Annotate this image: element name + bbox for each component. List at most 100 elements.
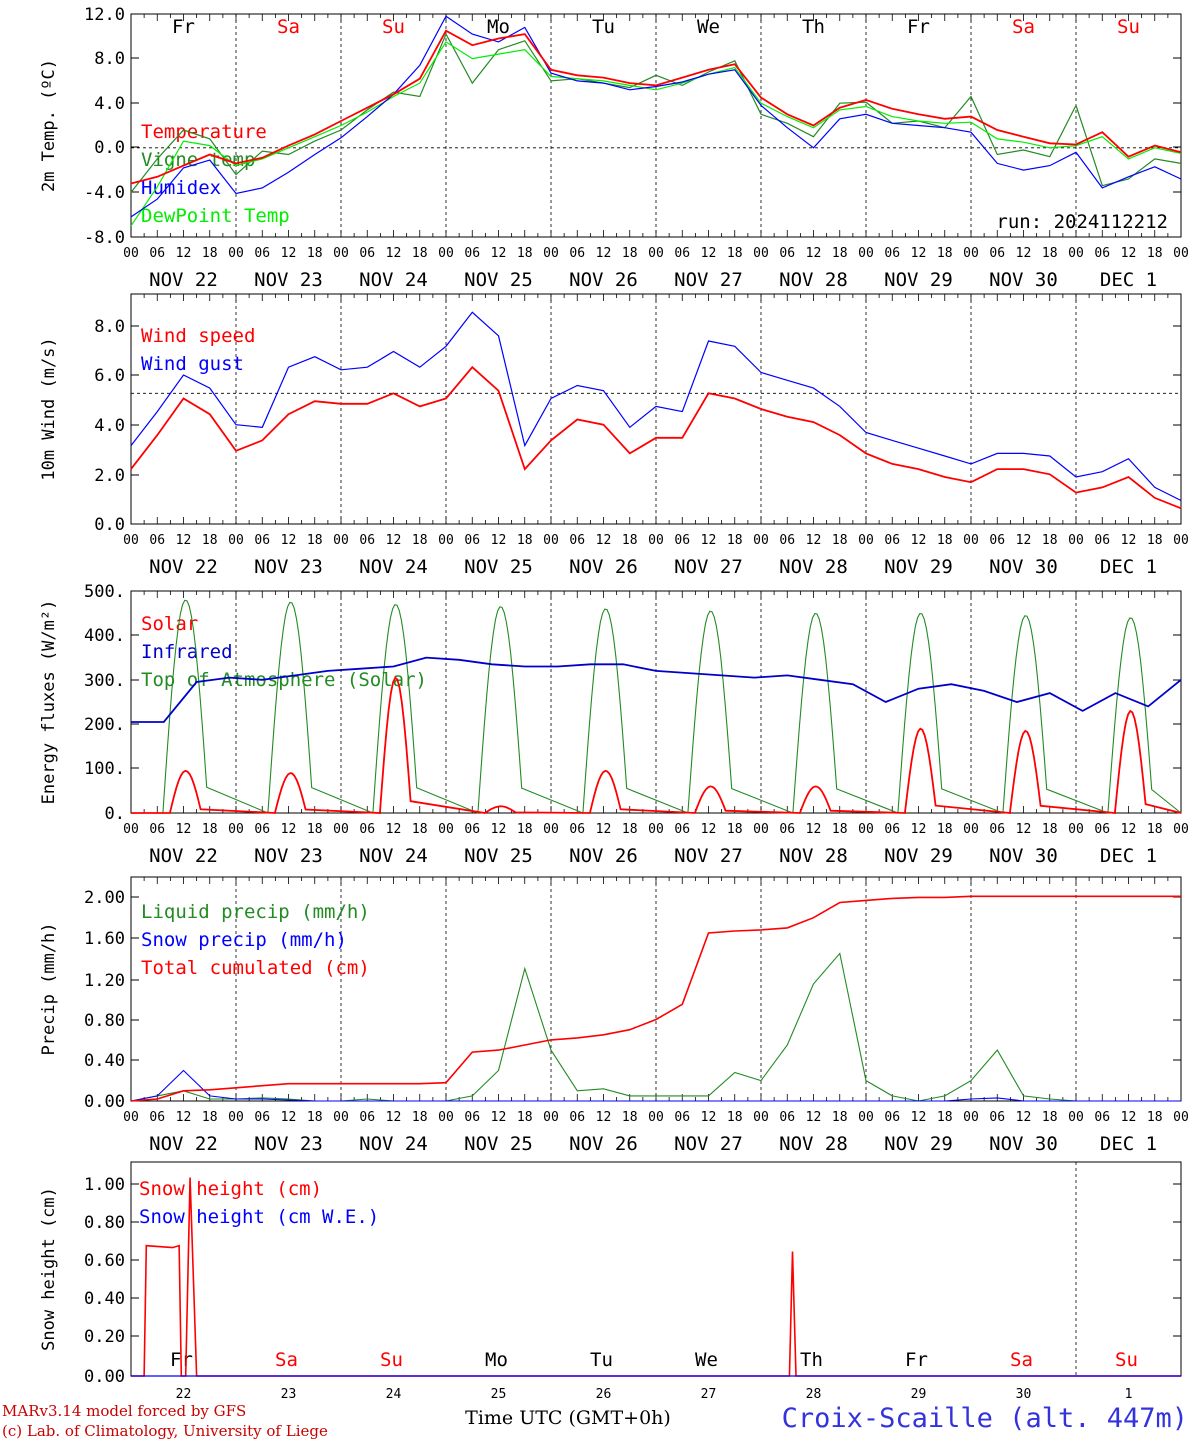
x-tick-label: 06 — [464, 533, 480, 548]
x-tick-label: 18 — [517, 822, 533, 837]
x-tick-label: 00 — [963, 533, 979, 548]
x-tick-label: 12 — [911, 533, 927, 548]
weekday-label: Tu — [592, 16, 615, 38]
x-tick-label: 06 — [359, 1110, 375, 1125]
y-tick-label: 0.80 — [84, 1011, 125, 1031]
x-tick-label: 00 — [1173, 246, 1189, 261]
x-tick-label: 12 — [806, 533, 822, 548]
x-tick-label: 06 — [149, 822, 165, 837]
x-tick-label: 00 — [963, 1110, 979, 1125]
x-tick-label: 18 — [412, 822, 428, 837]
panel-2: 0.0 2.0 4.0 6.0 8.0 10m Wind (m/s) 00 06 12 18 NOV… — [39, 293, 1189, 578]
x-tick-label: 00 — [963, 822, 979, 837]
x-tick-label: 06 — [674, 1110, 690, 1125]
legend-entry: Snow height (cm) — [139, 1178, 322, 1200]
y-tick-label: 6.0 — [94, 366, 125, 386]
x-axis-label: Time UTC (GMT+0h) — [465, 1407, 671, 1429]
weekday-label: Sa — [1010, 1349, 1033, 1371]
x-tick-label: 12 — [1016, 246, 1032, 261]
x-tick-label: 12 — [386, 1110, 402, 1125]
x-tick-label: 06 — [149, 533, 165, 548]
y-tick-label: 500. — [84, 582, 125, 602]
x-date-label: DEC 1 — [1100, 1133, 1157, 1155]
x-date-label: DEC 1 — [1100, 556, 1157, 578]
day-number-label: 27 — [701, 1387, 717, 1402]
weekday-label: Su — [1115, 1349, 1138, 1371]
x-tick-label: 18 — [307, 1110, 323, 1125]
x-tick-label: 00 — [228, 533, 244, 548]
x-date-label: NOV 22 — [149, 1133, 218, 1155]
x-date-label: NOV 30 — [989, 556, 1058, 578]
x-tick-label: 06 — [359, 533, 375, 548]
x-tick-label: 18 — [937, 533, 953, 548]
x-tick-label: 18 — [727, 822, 743, 837]
x-tick-label: 00 — [1068, 533, 1084, 548]
x-tick-label: 00 — [858, 822, 874, 837]
day-number-label: 23 — [281, 1387, 297, 1402]
x-tick-label: 06 — [989, 822, 1005, 837]
x-tick-label: 00 — [438, 533, 454, 548]
x-tick-label: 06 — [464, 246, 480, 261]
y-tick-label: 400. — [84, 626, 125, 646]
weekday-label: Fr — [907, 16, 930, 38]
legend-entry: Snow height (cm W.E.) — [139, 1206, 379, 1228]
y-axis-label: 2m Temp. (ºC) — [39, 59, 59, 192]
x-tick-label: 12 — [176, 533, 192, 548]
x-date-label: NOV 30 — [989, 269, 1058, 291]
x-tick-label: 18 — [727, 533, 743, 548]
weekday-label: Th — [802, 16, 825, 38]
legend-entry: Snow precip (mm/h) — [141, 929, 347, 951]
x-tick-label: 18 — [307, 533, 323, 548]
x-tick-label: 18 — [622, 533, 638, 548]
x-date-label: NOV 25 — [464, 269, 533, 291]
day-number-label: 1 — [1125, 1387, 1133, 1402]
x-tick-label: 18 — [202, 1110, 218, 1125]
x-tick-label: 12 — [806, 822, 822, 837]
x-tick-label: 18 — [622, 246, 638, 261]
x-tick-label: 12 — [386, 533, 402, 548]
x-tick-label: 06 — [884, 246, 900, 261]
x-tick-label: 18 — [937, 822, 953, 837]
x-tick-label: 06 — [254, 1110, 270, 1125]
x-tick-label: 00 — [1173, 822, 1189, 837]
x-tick-label: 12 — [386, 246, 402, 261]
series-total-cumulated — [130, 895, 1181, 1102]
x-tick-label: 00 — [648, 246, 664, 261]
x-tick-label: 00 — [333, 1110, 349, 1125]
x-tick-label: 00 — [543, 822, 559, 837]
x-tick-label: 06 — [989, 533, 1005, 548]
series-humidex — [130, 15, 1182, 218]
x-date-label: NOV 24 — [359, 845, 428, 867]
panel-4: 0.00 0.40 0.80 1.20 1.60 2.00 Precip (mm/h) 00 0… — [39, 876, 1189, 1155]
y-tick-label: 200. — [84, 715, 125, 735]
x-tick-label: 00 — [1068, 822, 1084, 837]
x-tick-label: 18 — [937, 1110, 953, 1125]
y-tick-label: 0.00 — [84, 1367, 125, 1387]
x-tick-label: 12 — [806, 1110, 822, 1125]
x-tick-label: 00 — [228, 246, 244, 261]
x-tick-label: 00 — [333, 246, 349, 261]
x-tick-label: 06 — [149, 246, 165, 261]
weekday-label: Su — [1117, 16, 1140, 38]
x-tick-label: 00 — [1068, 1110, 1084, 1125]
x-tick-label: 06 — [1094, 246, 1110, 261]
x-tick-label: 00 — [753, 1110, 769, 1125]
x-tick-label: 12 — [596, 822, 612, 837]
x-tick-label: 06 — [674, 822, 690, 837]
x-tick-label: 18 — [1042, 1110, 1058, 1125]
x-tick-label: 12 — [176, 246, 192, 261]
x-date-label: NOV 26 — [569, 845, 638, 867]
x-tick-label: 12 — [491, 1110, 507, 1125]
y-tick-label: 1.20 — [84, 971, 125, 991]
x-tick-label: 06 — [569, 822, 585, 837]
y-tick-label: 4.0 — [94, 416, 125, 436]
y-tick-label: 0.40 — [84, 1051, 125, 1071]
weekday-label: We — [695, 1349, 718, 1371]
weekday-label: Sa — [275, 1349, 298, 1371]
x-tick-label: 00 — [123, 822, 139, 837]
x-tick-label: 06 — [674, 246, 690, 261]
x-tick-label: 18 — [1147, 246, 1163, 261]
x-tick-label: 18 — [727, 246, 743, 261]
x-date-label: NOV 23 — [254, 269, 323, 291]
x-tick-label: 06 — [884, 533, 900, 548]
